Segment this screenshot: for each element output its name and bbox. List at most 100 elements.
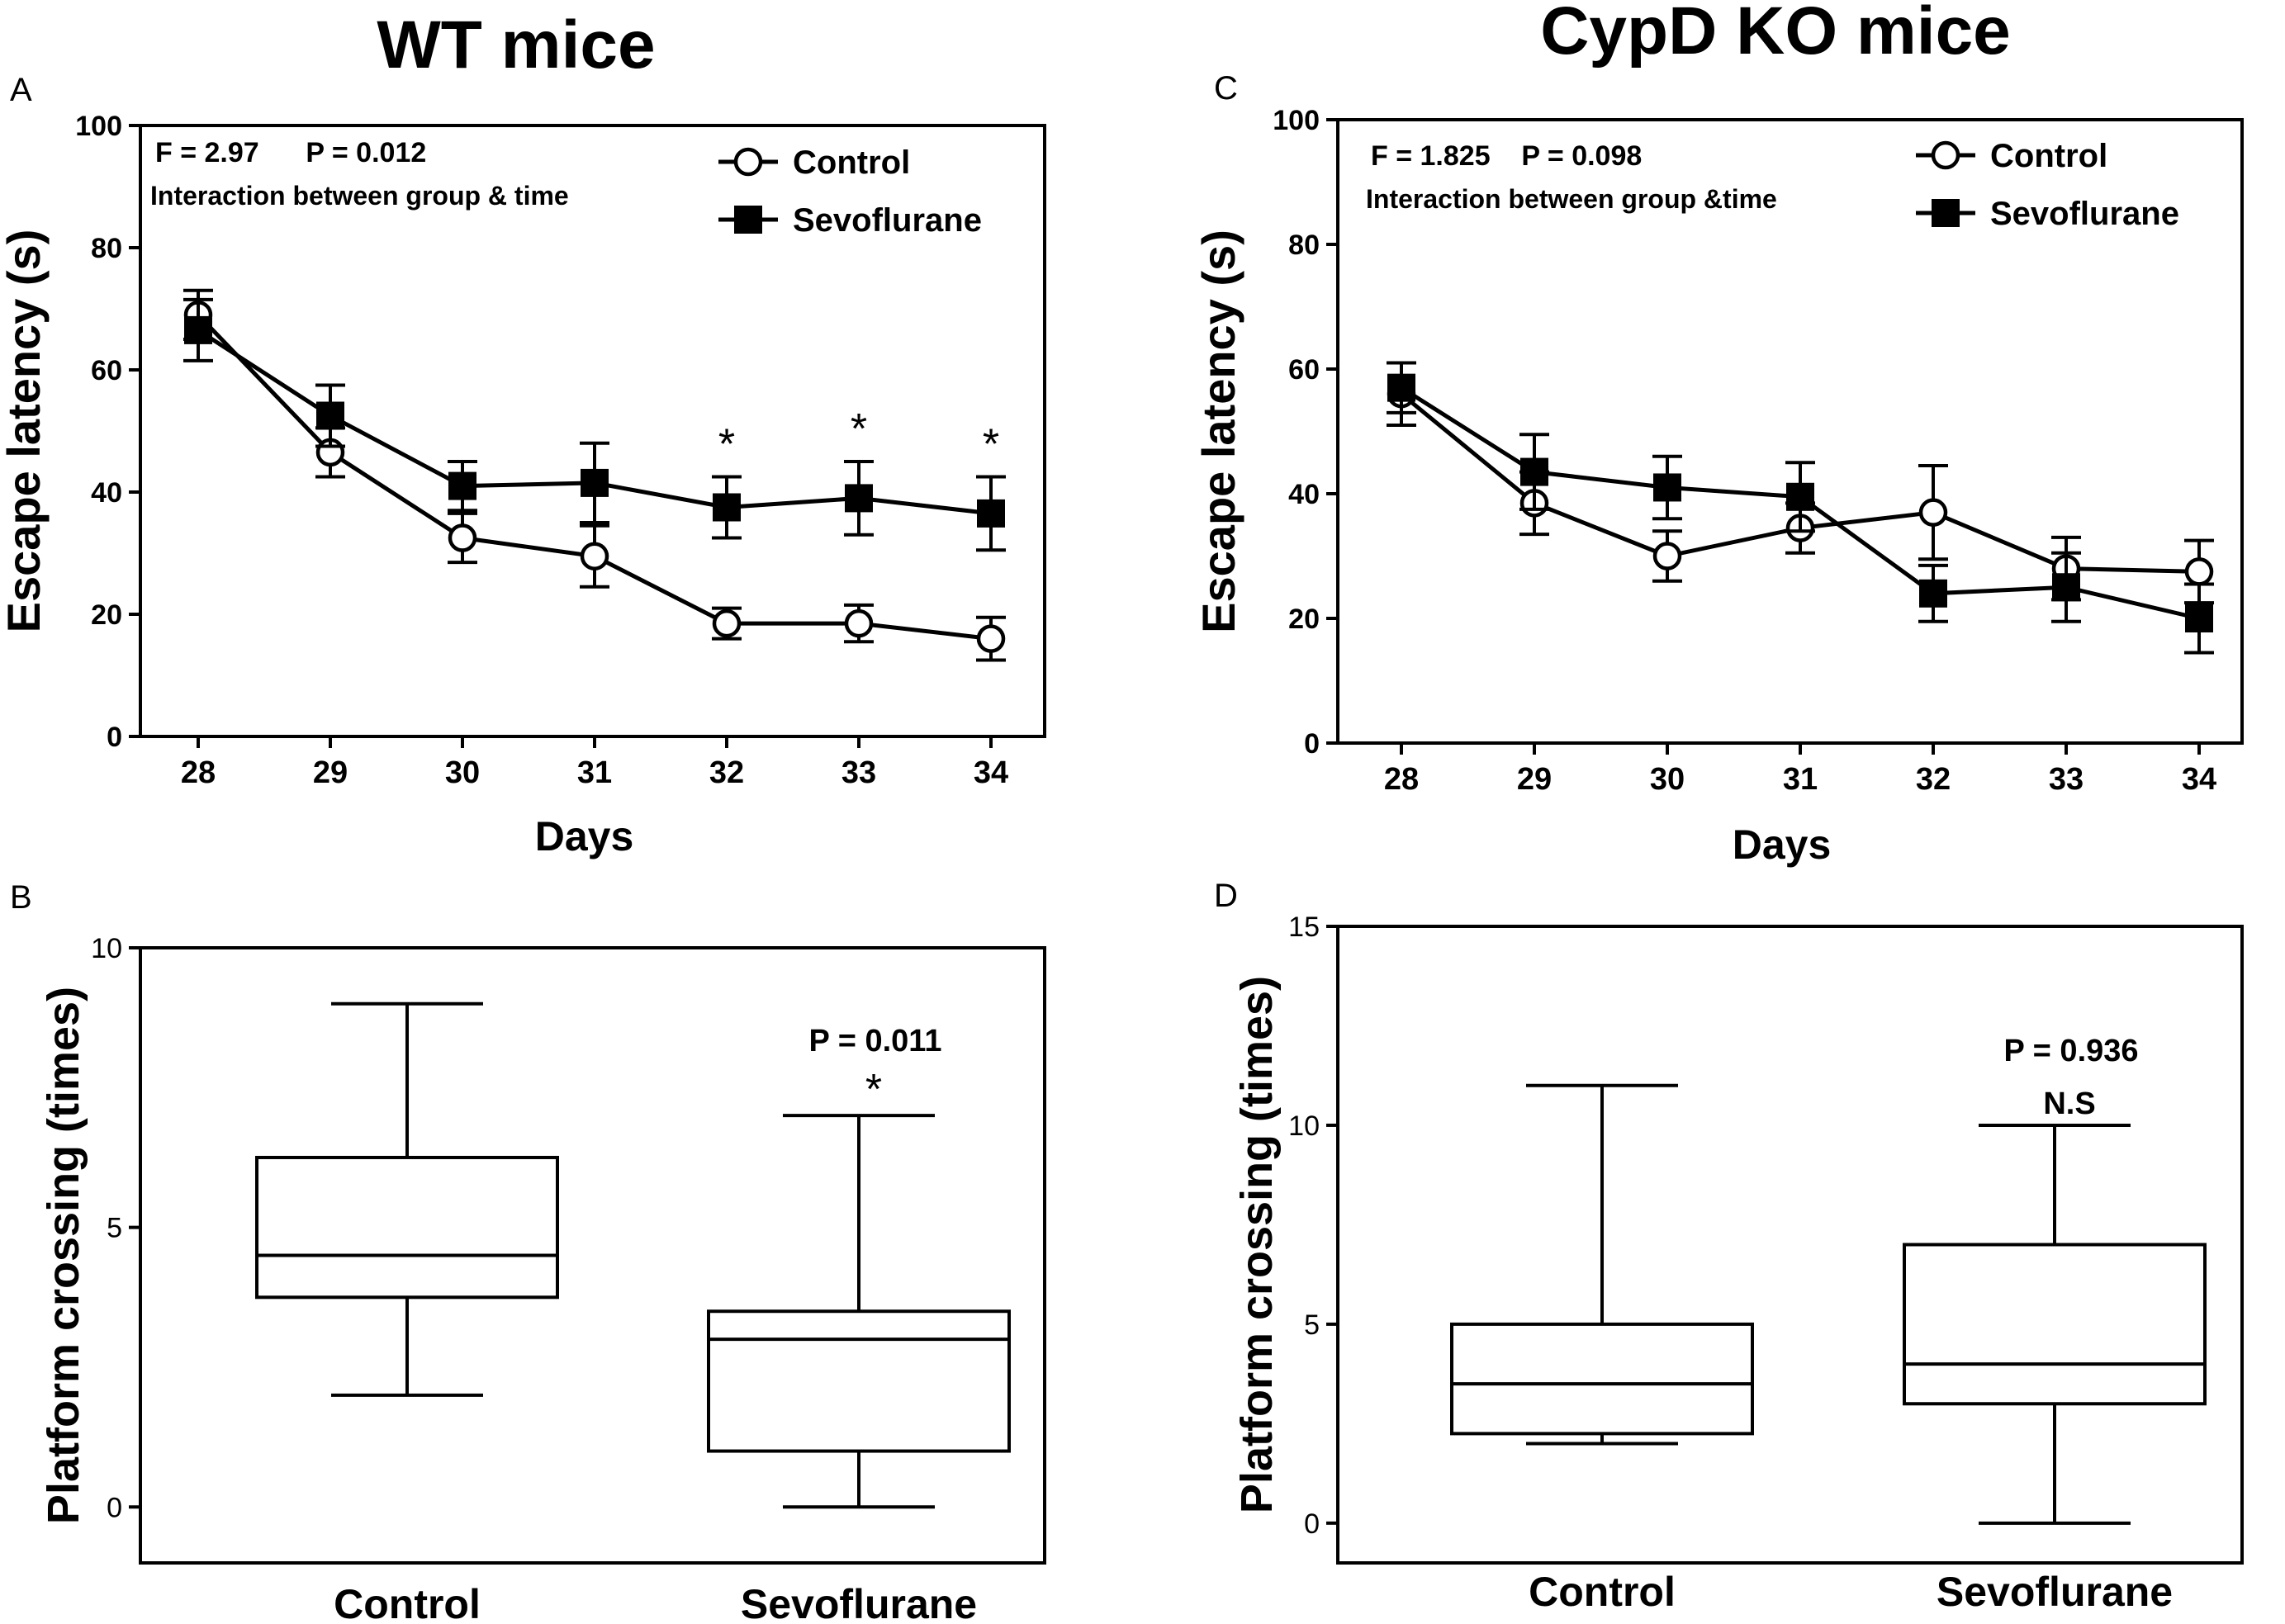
x-tick-label: 34 [974,755,1008,790]
data-point-control [1918,498,1948,527]
x-tick-label: 28 [181,755,216,790]
x-axis-label: Days [1733,821,1832,868]
panel-label-c: C [1214,70,1238,107]
p-value-text: P = 0.936 [2003,1034,2138,1068]
plot-frame [1336,118,2244,745]
data-point-control [448,523,477,552]
significance-marker: * [983,421,999,469]
chart-c-escape-latency-cypd: 0 20 40 60 80 100 28 29 30 31 32 33 34 Escape latency… [1192,105,2244,868]
y-tick-label: 80 [1288,230,1320,261]
x-tick-label: 32 [709,755,744,790]
data-point-control [976,624,1006,653]
x-tick-label: 33 [2049,762,2084,797]
category-label-control: Control [334,1581,481,1624]
data-point-sevoflurane [316,401,344,430]
y-tick-label: 10 [1288,1110,1320,1142]
y-tick-label: 0 [1304,728,1320,760]
plot-frame [139,946,1046,1565]
data-point-sevoflurane [448,471,476,500]
y-tick-label: 60 [91,355,122,386]
data-point-sevoflurane [1653,473,1681,502]
legend-marker-control [733,147,763,177]
x-tick-label: 33 [841,755,876,790]
plot-frame [1336,925,2244,1565]
data-point-control [1652,542,1682,571]
significance-text: N.S [2043,1087,2095,1121]
x-tick-label: 30 [445,755,480,790]
y-tick-label: 20 [1288,604,1320,635]
y-axis-label: Platform crossing (times) [39,987,88,1524]
category-label-sevoflurane: Sevoflurane [741,1581,977,1624]
x-tick-label: 30 [1650,762,1685,797]
data-point-control [844,608,874,638]
y-tick-label: 100 [75,111,122,142]
y-tick-label: 20 [91,599,122,631]
data-point-sevoflurane [2185,604,2213,632]
data-point-sevoflurane [2052,573,2080,602]
significance-marker: * [718,421,735,469]
y-tick-label: 10 [91,933,122,964]
stats-subtext: Interaction between group & time [150,181,569,211]
x-tick-label: 32 [1916,762,1951,797]
x-tick-label: 28 [1384,762,1419,797]
y-axis-label: Platform crossing (times) [1232,976,1282,1513]
y-tick-label: 5 [1304,1309,1320,1341]
x-tick-label: 29 [1517,762,1552,797]
y-tick-label: 15 [1288,911,1320,943]
category-label-control: Control [1529,1569,1676,1615]
significance-text: * [865,1066,882,1114]
y-tick-label: 0 [1304,1508,1320,1540]
data-point-sevoflurane [581,468,609,497]
y-tick-label: 5 [107,1213,122,1244]
x-tick-label: 31 [1783,762,1818,797]
y-tick-label: 0 [107,722,122,753]
x-tick-label: 31 [577,755,612,790]
legend-marker-sevoflurane [1932,199,1960,227]
significance-marker: * [851,405,867,453]
y-tick-label: 0 [107,1492,122,1523]
data-point-sevoflurane [1387,373,1415,402]
x-axis-label: Days [535,813,634,859]
panel-label-d: D [1214,878,1238,914]
category-label-sevoflurane: Sevoflurane [1937,1569,2173,1615]
stats-text: F = 2.97 P = 0.012 [155,137,426,168]
stats-text: F = 1.825 P = 0.098 [1371,140,1642,172]
legend-label: Control [1990,138,2107,174]
y-tick-label: 40 [1288,479,1320,510]
data-point-control [580,542,609,571]
plot-frame [139,124,1046,738]
legend-label: Sevoflurane [793,202,982,239]
x-tick-label: 34 [2182,762,2216,797]
x-tick-label: 29 [313,755,348,790]
chart-d-platform-crossing-cypd: 0 5 10 15 Platform crossing (times) Control Se… [1232,911,2244,1615]
data-point-control [2184,557,2214,586]
chart-a-escape-latency-wt: 0 20 40 60 80 100 28 29 30 31 32 33 34 Escape latency… [0,111,1046,859]
data-point-sevoflurane [845,484,873,513]
title-cypd-ko-mice: CypD KO mice [1540,0,2011,69]
data-point-sevoflurane [713,493,741,522]
panel-label-a: A [10,72,32,108]
data-point-sevoflurane [1520,457,1548,486]
box-control [1450,1322,1754,1436]
box-sevoflurane [707,1309,1011,1453]
y-tick-label: 40 [91,477,122,509]
y-axis-label: Escape latency (s) [0,230,50,633]
title-wt-mice: WT mice [377,7,655,83]
p-value-text: P = 0.011 [809,1024,942,1058]
y-tick-label: 100 [1273,105,1320,136]
y-axis-label: Escape latency (s) [1192,230,1244,633]
legend-marker-control [1931,140,1960,170]
legend-marker-sevoflurane [734,206,762,234]
panel-label-b: B [10,879,32,916]
stats-subtext: Interaction between group &time [1366,184,1777,214]
data-point-sevoflurane [184,315,212,344]
data-point-sevoflurane [1919,579,1947,608]
box-control [255,1155,559,1300]
y-tick-label: 80 [91,233,122,264]
data-point-sevoflurane [1786,482,1814,511]
data-point-sevoflurane [977,499,1005,528]
y-tick-label: 60 [1288,354,1320,386]
box-sevoflurane [1903,1243,2207,1406]
